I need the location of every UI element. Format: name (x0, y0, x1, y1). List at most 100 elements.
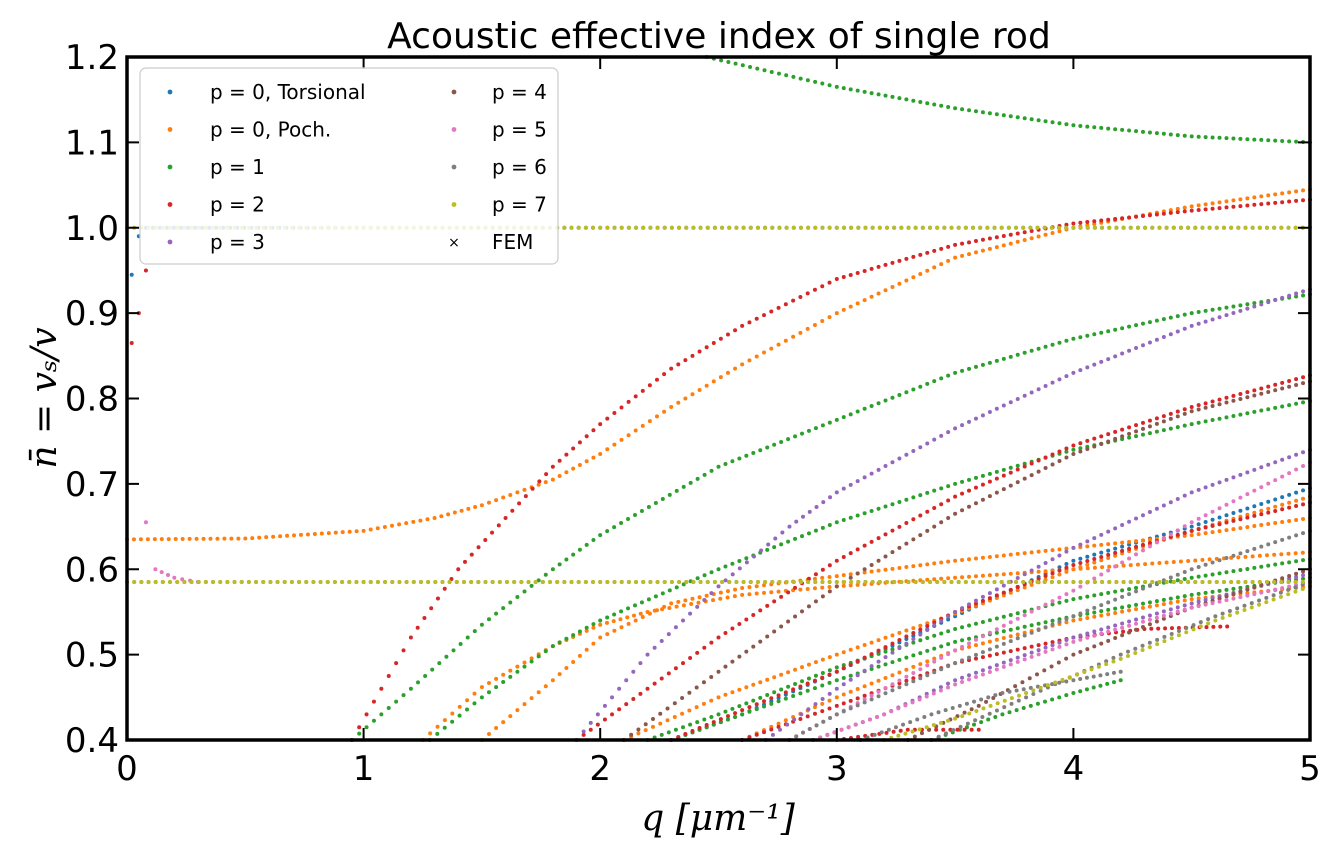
data-point (862, 697, 867, 702)
data-point (1147, 544, 1152, 549)
data-point (515, 664, 520, 669)
data-point (976, 703, 981, 708)
data-point (653, 500, 658, 505)
data-point (1161, 211, 1166, 216)
data-point (667, 588, 672, 593)
data-point (501, 606, 506, 611)
data-point (1259, 302, 1264, 307)
data-point (1036, 564, 1041, 569)
data-point (1008, 465, 1013, 470)
data-point (973, 598, 978, 603)
data-point (1259, 194, 1264, 199)
data-point (827, 225, 832, 230)
data-point (166, 572, 171, 577)
data-point (1252, 137, 1257, 142)
data-point (834, 669, 839, 674)
data-point (766, 542, 771, 547)
data-point (1236, 580, 1241, 585)
data-point (1238, 204, 1243, 209)
data-point (754, 584, 759, 589)
data-point (934, 727, 939, 732)
data-point (598, 635, 603, 640)
data-point (333, 530, 338, 535)
data-point (769, 590, 774, 595)
data-point (688, 656, 693, 661)
data-point (1120, 548, 1125, 553)
data-point (463, 559, 467, 564)
data-point (690, 729, 695, 734)
data-point (1092, 221, 1097, 226)
data-point (846, 725, 851, 730)
data-point (1092, 536, 1097, 541)
data-point (1071, 225, 1076, 230)
data-point (1092, 362, 1097, 367)
data-point (695, 576, 700, 581)
data-point (1206, 621, 1211, 626)
data-point (1143, 580, 1148, 585)
data-point (1154, 416, 1159, 421)
data-point (418, 518, 423, 523)
data-point (1287, 500, 1292, 505)
data-point (517, 501, 522, 506)
data-point (401, 648, 406, 653)
data-point (1085, 611, 1090, 616)
data-point (980, 655, 985, 660)
data-point (1078, 220, 1083, 225)
data-point (159, 570, 164, 575)
data-point (564, 557, 569, 562)
data-point (1085, 566, 1090, 571)
data-point (777, 225, 782, 230)
data-point (1092, 556, 1097, 561)
data-point (1196, 403, 1201, 408)
data-point (734, 580, 739, 585)
data-point (869, 539, 874, 544)
data-point (1217, 416, 1222, 421)
legend-marker (451, 127, 457, 132)
data-point (1071, 580, 1076, 585)
data-point (812, 711, 817, 716)
data-point (1127, 215, 1132, 220)
data-point (754, 354, 759, 359)
data-point (980, 237, 985, 242)
data-point (1015, 352, 1020, 357)
data-point (1224, 570, 1229, 575)
data-point (848, 575, 853, 580)
data-point (1078, 689, 1083, 694)
data-point (973, 643, 978, 648)
data-point (971, 225, 976, 230)
data-point (953, 426, 958, 431)
data-point (639, 600, 644, 605)
data-point (1155, 637, 1160, 642)
data-point (278, 534, 283, 539)
data-point (1286, 587, 1291, 592)
data-point (1293, 225, 1298, 230)
data-point (834, 225, 839, 230)
data-point (1107, 225, 1112, 230)
data-point (1022, 633, 1027, 638)
data-point (786, 670, 791, 675)
data-point (1140, 432, 1145, 437)
data-point (1224, 305, 1229, 310)
data-point (834, 712, 839, 717)
data-point (733, 587, 738, 592)
data-point (740, 323, 745, 328)
data-point (862, 642, 867, 647)
data-point (1189, 405, 1194, 410)
data-point (1227, 613, 1232, 618)
data-point (1127, 435, 1132, 440)
data-point (918, 627, 923, 632)
data-point (960, 575, 965, 580)
data-point (855, 479, 860, 484)
data-point (426, 580, 431, 585)
data-point (1031, 692, 1036, 697)
data-point (1071, 588, 1076, 593)
data-point (1189, 592, 1194, 597)
data-point (718, 336, 723, 341)
data-point (1278, 594, 1283, 599)
data-point (744, 617, 749, 622)
data-point (1092, 644, 1097, 649)
data-point (416, 680, 421, 685)
data-point (820, 594, 825, 599)
data-point (1050, 342, 1055, 347)
data-point (800, 679, 805, 684)
